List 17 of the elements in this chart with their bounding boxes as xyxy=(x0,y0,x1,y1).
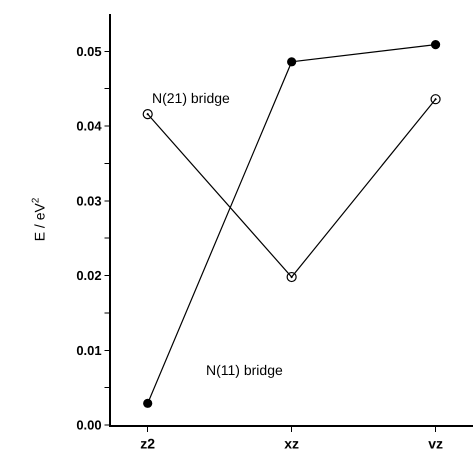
point xyxy=(286,272,297,282)
point xyxy=(430,40,440,50)
point xyxy=(143,398,152,408)
point xyxy=(287,57,296,66)
x-tick-label: z2 xyxy=(140,436,156,452)
y-tick-label: 0.01 xyxy=(76,342,102,358)
y-tick-label: 0.02 xyxy=(76,268,102,284)
y-tick-label: 0.05 xyxy=(76,44,102,59)
x-tick-label: vz xyxy=(428,436,443,452)
y-tick-label: 0.00 xyxy=(76,418,102,433)
point xyxy=(430,94,441,104)
y-tick-label: 0.04 xyxy=(76,118,102,134)
series-label: N(21) bridge xyxy=(152,90,230,106)
x-tick-label: xz xyxy=(284,436,300,452)
point xyxy=(142,109,153,120)
text: N(11) bridge xyxy=(206,362,283,378)
y-tick-label: 0.03 xyxy=(76,193,102,208)
